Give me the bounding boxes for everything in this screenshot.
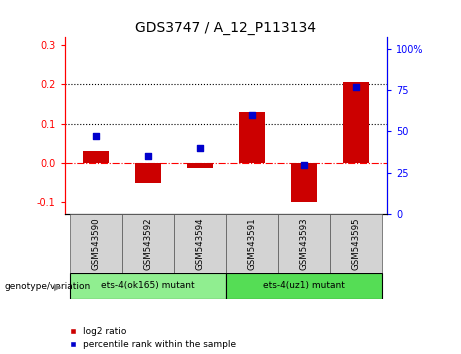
Text: GSM543594: GSM543594 <box>195 217 204 270</box>
Bar <box>291 163 317 202</box>
Bar <box>239 112 265 163</box>
Bar <box>83 151 109 163</box>
Bar <box>70 214 122 273</box>
Point <box>92 133 100 139</box>
Text: ▶: ▶ <box>54 281 61 291</box>
Text: genotype/variation: genotype/variation <box>5 282 91 291</box>
Bar <box>278 214 330 273</box>
Title: GDS3747 / A_12_P113134: GDS3747 / A_12_P113134 <box>136 21 316 35</box>
Bar <box>226 273 382 299</box>
Bar <box>122 214 174 273</box>
Legend: log2 ratio, percentile rank within the sample: log2 ratio, percentile rank within the s… <box>69 327 236 349</box>
Point <box>300 162 307 167</box>
Text: GSM543595: GSM543595 <box>351 217 361 270</box>
Point <box>144 153 152 159</box>
Text: ets-4(uz1) mutant: ets-4(uz1) mutant <box>263 281 345 290</box>
Bar <box>343 82 369 163</box>
Text: GSM543593: GSM543593 <box>300 217 308 270</box>
Bar <box>187 163 213 168</box>
Text: GSM543590: GSM543590 <box>91 217 100 270</box>
Text: GSM543591: GSM543591 <box>248 217 256 270</box>
Bar <box>226 214 278 273</box>
Point <box>248 112 255 118</box>
Text: GSM543592: GSM543592 <box>143 217 152 270</box>
Bar <box>135 163 161 183</box>
Point <box>352 84 360 90</box>
Point <box>196 145 204 151</box>
Text: ets-4(ok165) mutant: ets-4(ok165) mutant <box>101 281 195 290</box>
Bar <box>70 273 226 299</box>
Bar <box>174 214 226 273</box>
Bar <box>330 214 382 273</box>
